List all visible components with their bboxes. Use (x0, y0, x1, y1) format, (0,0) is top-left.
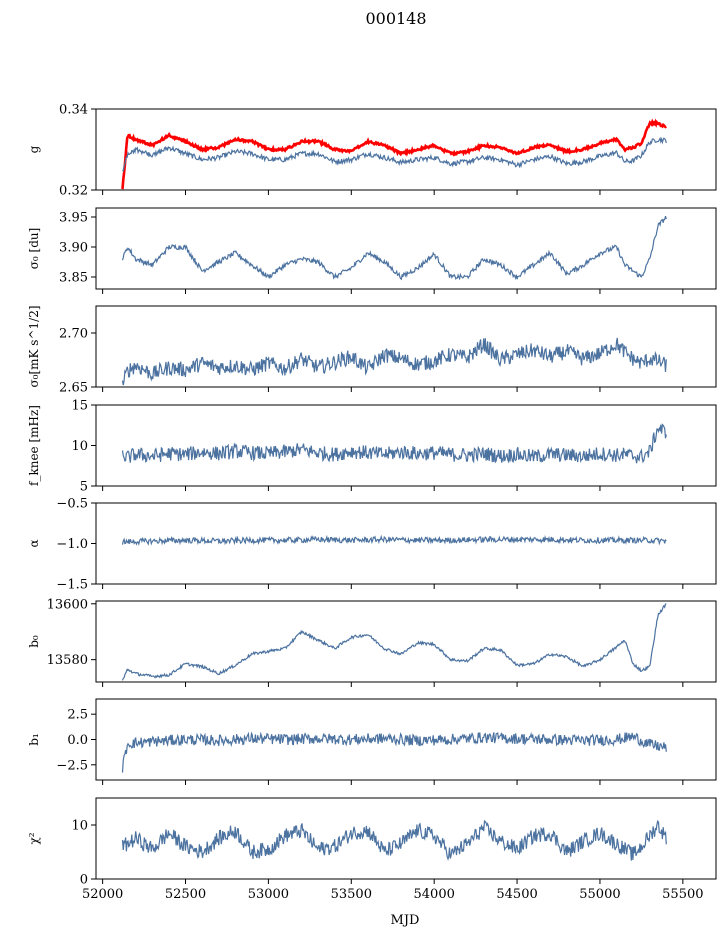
series-line-1 (121, 819, 667, 862)
panel-2: 3.85 3.90 3.95 σ₀ [du] (27, 207, 717, 294)
panel-7: −2.5 0.0 2.5 b₁ (27, 698, 717, 785)
x-tick-label: 54000 (414, 887, 455, 902)
y-tick-label: 3.95 (59, 211, 88, 226)
x-tick-label: 55000 (579, 887, 620, 902)
y-tick-label: 0 (80, 873, 88, 888)
y-axis-label: b₀ (27, 635, 41, 648)
y-tick-label: 0.0 (67, 733, 88, 748)
series-line-1 (121, 534, 667, 546)
series-line-1 (121, 337, 667, 386)
y-tick-label: 0.34 (59, 103, 88, 118)
axes-frame (95, 108, 717, 191)
y-tick-label: 10 (71, 439, 88, 454)
x-tick-label: 55500 (662, 887, 703, 902)
y-tick-label: 15 (71, 399, 88, 414)
y-tick-label: 2.5 (67, 708, 88, 723)
y-tick-label: 10 (71, 819, 88, 834)
y-axis-label: χ² (27, 832, 41, 844)
y-tick-label: −0.5 (56, 497, 88, 512)
axes-frame (95, 797, 717, 880)
y-tick-label: −1.0 (56, 537, 88, 552)
x-tick-label: 53500 (331, 887, 372, 902)
axes-frame (95, 600, 717, 683)
y-tick-label: 0.32 (59, 184, 88, 199)
x-tick-label: 52000 (82, 887, 123, 902)
axes-frame (95, 404, 717, 487)
x-tick-label: 54500 (496, 887, 537, 902)
panel-1: 0.32 0.34 g (27, 103, 717, 199)
panel-3: 2.65 2.70 σ₀[mK s^1/2] (27, 305, 717, 396)
axes-frame (95, 305, 717, 388)
series-line-1 (121, 603, 667, 681)
y-tick-label: −2.5 (56, 758, 88, 773)
series-line-2 (122, 136, 667, 172)
y-axis-label: b₁ (27, 733, 41, 746)
y-tick-label: 2.65 (59, 381, 88, 396)
y-tick-label: 3.90 (59, 241, 88, 256)
y-axis-label: g (27, 145, 41, 153)
x-axis-label: MJD (391, 913, 420, 928)
y-axis-label: f_knee [mHz] (27, 405, 41, 486)
y-axis-label: σ₀[mK s^1/2] (27, 305, 41, 387)
panel-8: 52000 52500 53000 53500 54000 54500 55000 55500… (27, 797, 717, 902)
panel-6: 13580 13600 b₀ (27, 597, 717, 687)
y-tick-label: 3.85 (59, 271, 88, 286)
y-tick-label: 13580 (47, 653, 88, 668)
axes-frame (95, 207, 717, 290)
y-axis-label: σ₀ [du] (27, 228, 41, 270)
series-line-1 (121, 215, 667, 281)
y-axis-label: α (27, 539, 41, 547)
y-tick-label: 2.70 (59, 327, 88, 342)
series-line-1 (121, 731, 667, 773)
panels: 0.32 0.34 g 3.85 3.90 3.95 σ₀ [du] 2.65 2.70 σ₀[m… (27, 103, 717, 902)
panel-5: −1.5 −1.0 −0.5 α (27, 497, 717, 593)
x-tick-label: 53000 (248, 887, 289, 902)
figure-title: 000148 (365, 9, 426, 28)
y-tick-label: 5 (80, 480, 88, 495)
y-tick-label: −1.5 (56, 578, 88, 593)
series-line-1 (121, 423, 667, 464)
y-tick-label: 13600 (47, 597, 88, 612)
x-tick-label: 52500 (165, 887, 206, 902)
panel-4: 5 10 15 f_knee [mHz] (27, 399, 717, 495)
series-line-1 (121, 118, 667, 190)
